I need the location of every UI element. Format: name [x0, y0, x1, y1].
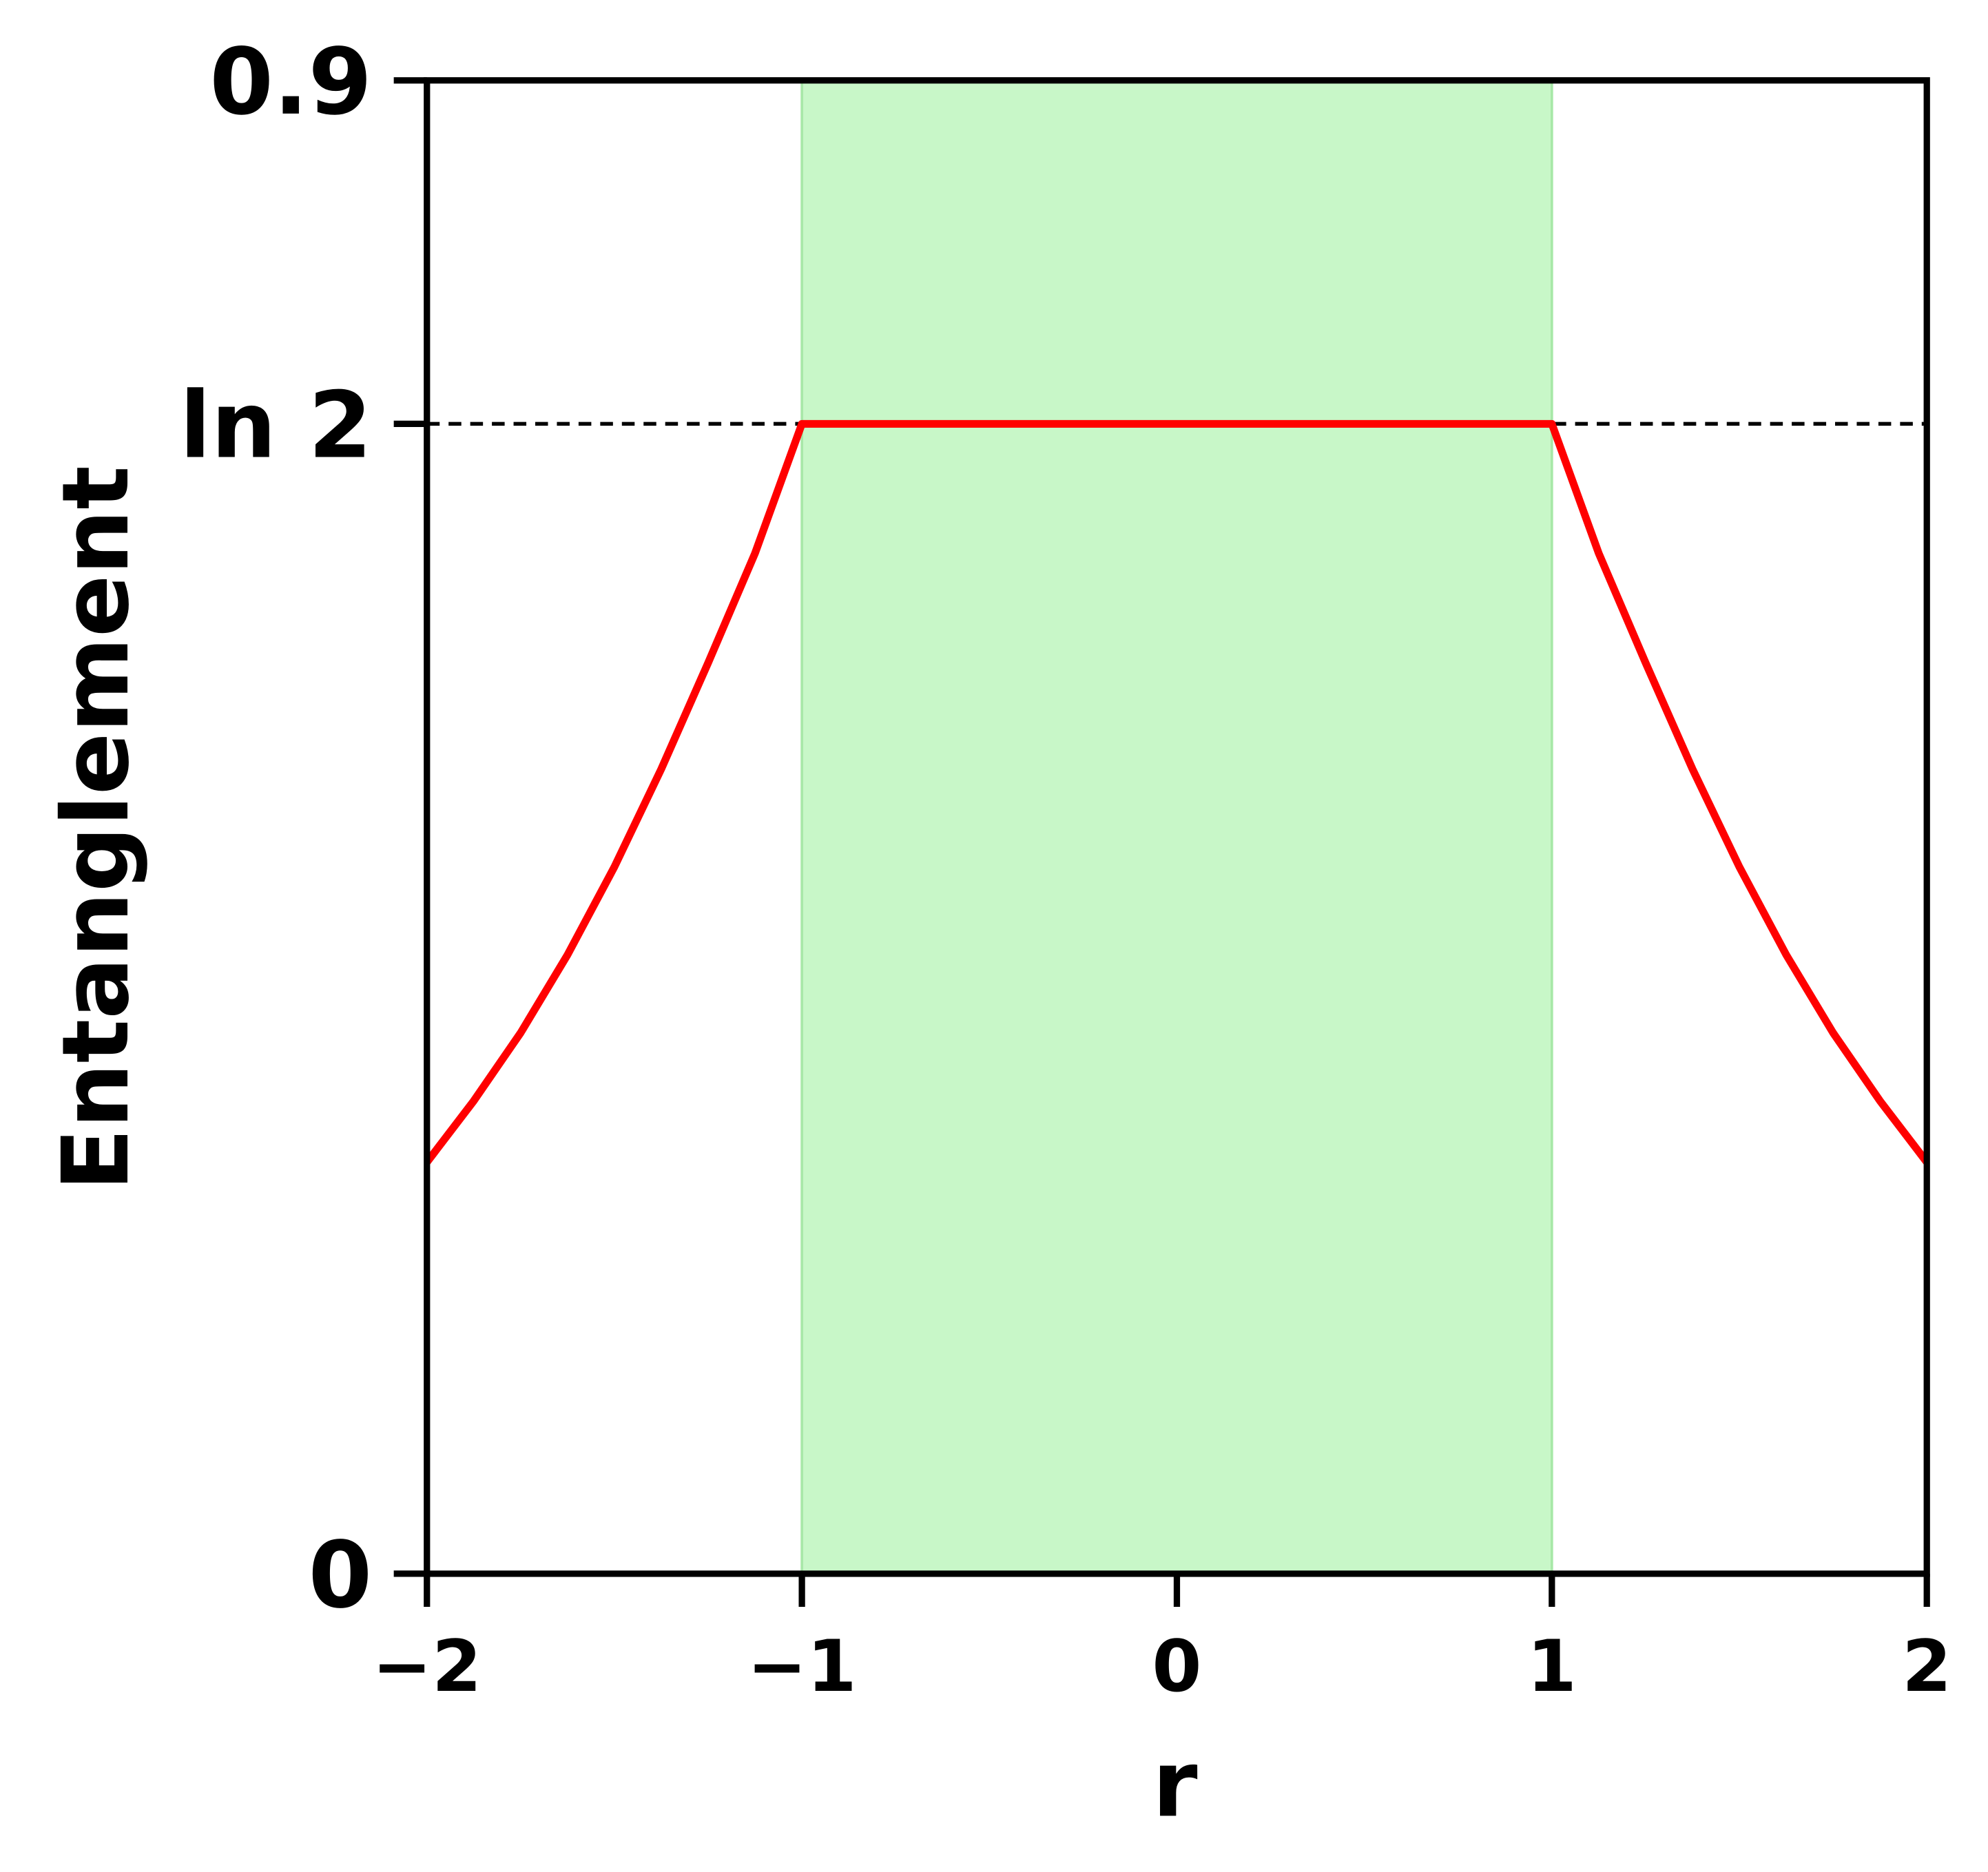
shaded-region	[800, 79, 1553, 1575]
x-tick-label: 1	[1527, 1625, 1577, 1708]
y-tick-label: 0.9	[209, 29, 372, 136]
x-axis-label: r	[1152, 1731, 1198, 1838]
y-axis-label: Entanglement	[43, 466, 149, 1191]
x-tick-label: −2	[372, 1625, 482, 1708]
x-tick-label: 2	[1902, 1625, 1951, 1708]
y-tick-label: 0	[309, 1522, 373, 1629]
y-tick-label: ln 2	[180, 373, 373, 479]
x-tick-label: −1	[747, 1625, 857, 1708]
x-tick-label: 0	[1152, 1625, 1201, 1708]
data-line	[424, 419, 1930, 1165]
